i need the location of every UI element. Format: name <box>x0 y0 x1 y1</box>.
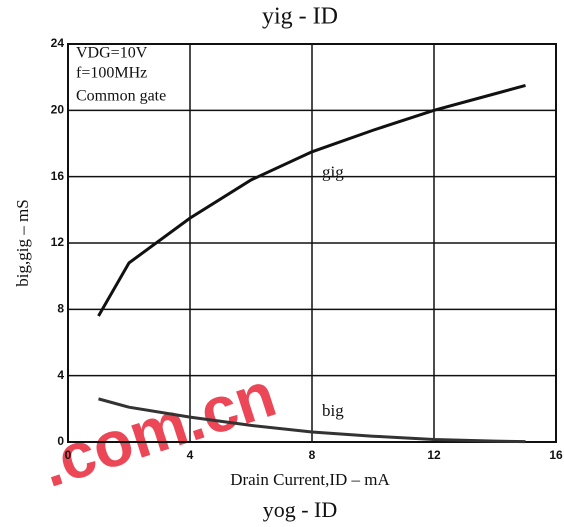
annotation: Common gate <box>76 88 166 105</box>
next-chart-title: yog - ID <box>263 497 338 522</box>
x-tick-label: 0 <box>65 448 72 462</box>
series-label: big <box>322 401 344 420</box>
y-axis-label: big,gig – mS <box>13 199 32 286</box>
x-tick-label: 12 <box>427 448 441 462</box>
x-axis-label: Drain Current,ID – mA <box>230 470 390 489</box>
chart-title: yig - ID <box>262 4 338 30</box>
y-tick-label: 4 <box>57 368 64 382</box>
annotation: f=100MHz <box>76 65 147 82</box>
y-tick-label: 24 <box>51 36 65 50</box>
series-line <box>97 84 526 317</box>
y-tick-label: 16 <box>51 169 65 183</box>
x-tick-label: 4 <box>187 448 194 462</box>
annotation: VDG=10V <box>76 45 148 62</box>
x-tick-label: 16 <box>549 448 563 462</box>
y-tick-label: 12 <box>51 235 65 249</box>
y-tick-label: 8 <box>57 302 64 316</box>
y-tick-label: 20 <box>51 103 65 117</box>
series-line <box>98 397 526 444</box>
series-label: gig <box>322 163 344 182</box>
y-tick-label: 0 <box>57 434 64 448</box>
x-tick-label: 8 <box>309 448 316 462</box>
